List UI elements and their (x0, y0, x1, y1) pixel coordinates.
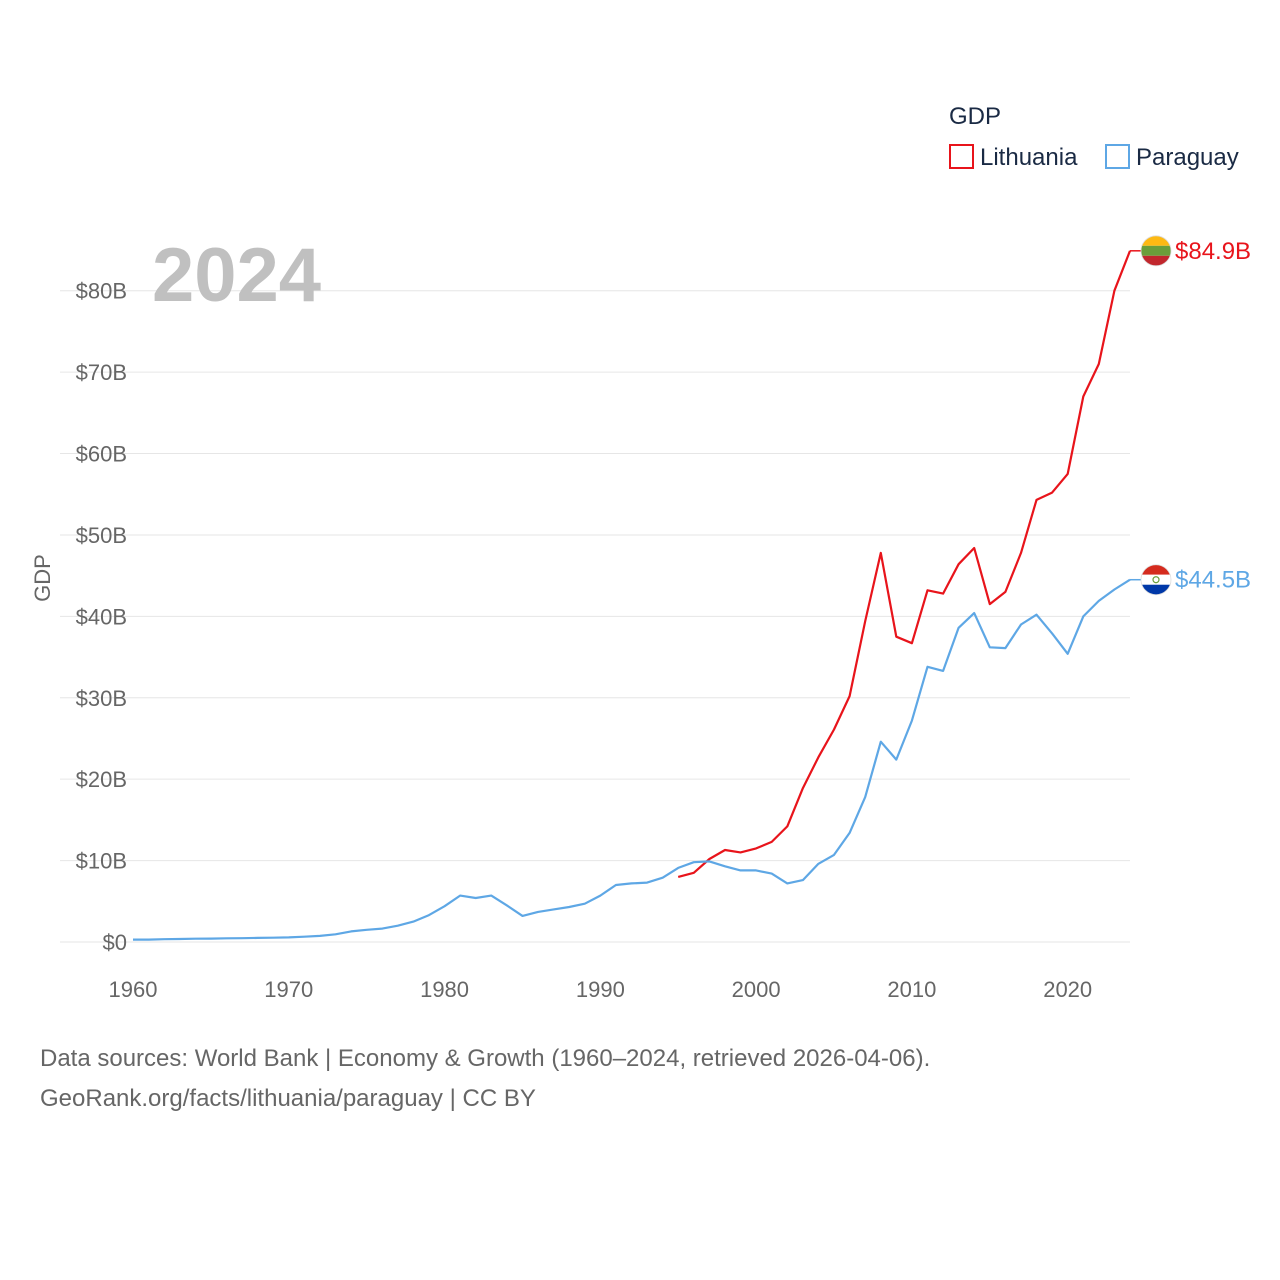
legend-swatch-lithuania[interactable] (949, 144, 974, 169)
y-tick-label: $50B (76, 523, 127, 548)
x-tick-label: 1990 (576, 977, 625, 1002)
y-tick-label: $20B (76, 767, 127, 792)
footer-sources: Data sources: World Bank | Economy & Gro… (40, 1045, 931, 1072)
x-tick-label: 2000 (732, 977, 781, 1002)
y-tick-label: $0 (103, 930, 127, 955)
end-markers: $84.9B $44.5B (1130, 235, 1251, 596)
x-tick-label: 2010 (887, 977, 936, 1002)
y-axis-ticks: $0 $10B $20B $30B $40B $50B $60B $70B $80B (76, 279, 127, 955)
x-tick-label: 2020 (1043, 977, 1092, 1002)
y-tick-label: $40B (76, 604, 127, 629)
legend: GDP Lithuania Paraguay (949, 103, 1239, 171)
end-value-label-lithuania: $84.9B (1175, 238, 1251, 265)
legend-title: GDP (949, 103, 1001, 130)
legend-label-lithuania[interactable]: Lithuania (980, 144, 1078, 171)
gridlines (60, 290, 1130, 943)
legend-swatch-paraguay[interactable] (1105, 144, 1130, 169)
series-line-lithuania (677, 250, 1132, 878)
y-tick-label: $80B (76, 279, 127, 304)
lithuania-flag-icon (1140, 235, 1172, 267)
end-value-label-paraguay: $44.5B (1175, 567, 1251, 594)
x-tick-label: 1960 (109, 977, 158, 1002)
y-tick-label: $30B (76, 686, 127, 711)
footer-attribution: GeoRank.org/facts/lithuania/paraguay | C… (40, 1085, 536, 1112)
x-tick-label: 1970 (264, 977, 313, 1002)
y-tick-label: $70B (76, 360, 127, 385)
paraguay-flag-icon (1140, 564, 1172, 596)
y-axis-label: GDP (30, 554, 55, 602)
series-lines (133, 250, 1132, 941)
series-line-paraguay (133, 578, 1131, 941)
y-tick-label: $10B (76, 849, 127, 874)
x-axis-ticks: 1960 1970 1980 1990 2000 2010 2020 (109, 977, 1093, 1002)
x-tick-label: 1980 (420, 977, 469, 1002)
current-year-label: 2024 (152, 233, 321, 318)
legend-label-paraguay[interactable]: Paraguay (1136, 144, 1239, 171)
y-tick-label: $60B (76, 442, 127, 467)
